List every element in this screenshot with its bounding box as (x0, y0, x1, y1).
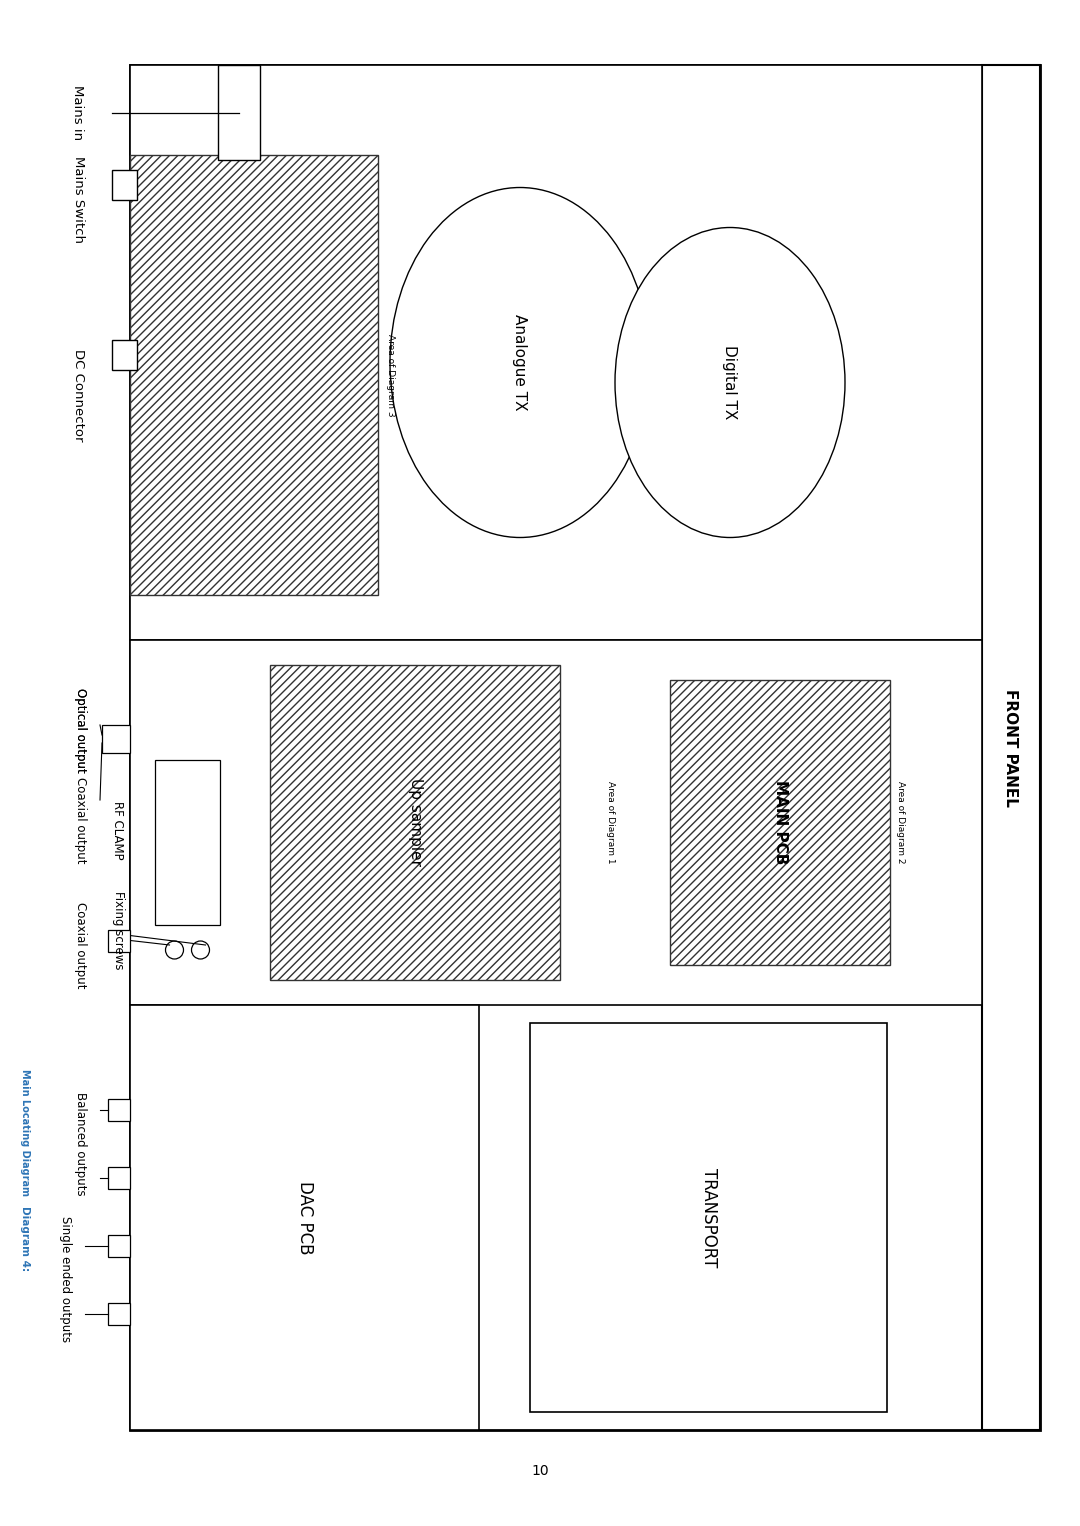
Ellipse shape (390, 188, 650, 537)
Bar (982, 66, 1040, 1430)
Text: Mains Switch: Mains Switch (71, 157, 84, 244)
Bar (108, 1235, 130, 1256)
Text: Main Locating Diagram: Main Locating Diagram (21, 1070, 30, 1196)
Text: Analogue TX: Analogue TX (513, 314, 527, 410)
Bar (130, 66, 1040, 1430)
Bar (108, 1303, 130, 1325)
Text: FRONT PANEL: FRONT PANEL (1003, 688, 1018, 806)
Text: Area of Diagram 1: Area of Diagram 1 (606, 781, 615, 864)
Text: DAC PCB: DAC PCB (296, 1181, 313, 1254)
Text: Fixing screws: Fixing screws (111, 891, 124, 969)
Text: Up sampler: Up sampler (407, 778, 422, 867)
Bar (102, 725, 130, 752)
Text: RF CLAMP: RF CLAMP (111, 801, 124, 859)
Text: 10: 10 (531, 1463, 549, 1479)
Ellipse shape (615, 227, 845, 537)
Text: Optical output: Optical output (73, 688, 86, 772)
Bar (670, 681, 890, 964)
Bar (108, 929, 130, 952)
Bar (270, 655, 600, 990)
Text: Balanced outputs: Balanced outputs (73, 1091, 86, 1195)
Text: MAIN PCB: MAIN PCB (772, 780, 787, 865)
Text: Area of Diagram 2: Area of Diagram 2 (895, 781, 905, 864)
Bar (218, 66, 260, 160)
Bar (108, 1099, 130, 1120)
Bar (130, 1006, 480, 1430)
Text: Coaxial output: Coaxial output (73, 902, 86, 989)
Bar (130, 66, 982, 639)
Bar (156, 760, 220, 925)
Text: Coaxial output: Coaxial output (73, 777, 86, 864)
Bar (112, 169, 137, 200)
Bar (270, 665, 561, 980)
Text: TRANSPORT: TRANSPORT (700, 1167, 717, 1267)
Text: DC Connector: DC Connector (71, 349, 84, 441)
Text: Area of Diagram 3: Area of Diagram 3 (386, 334, 394, 417)
Text: Mains in: Mains in (71, 85, 84, 140)
Bar (130, 639, 982, 1006)
Bar (112, 340, 137, 369)
Text: Optical output: Optical output (73, 688, 86, 772)
Text: Single ended outputs: Single ended outputs (58, 1216, 71, 1343)
Bar (108, 1166, 130, 1189)
Bar (530, 1022, 887, 1412)
Text: Digital TX: Digital TX (723, 345, 738, 420)
Text: Diagram 4:: Diagram 4: (21, 1206, 30, 1271)
Bar (130, 156, 378, 595)
